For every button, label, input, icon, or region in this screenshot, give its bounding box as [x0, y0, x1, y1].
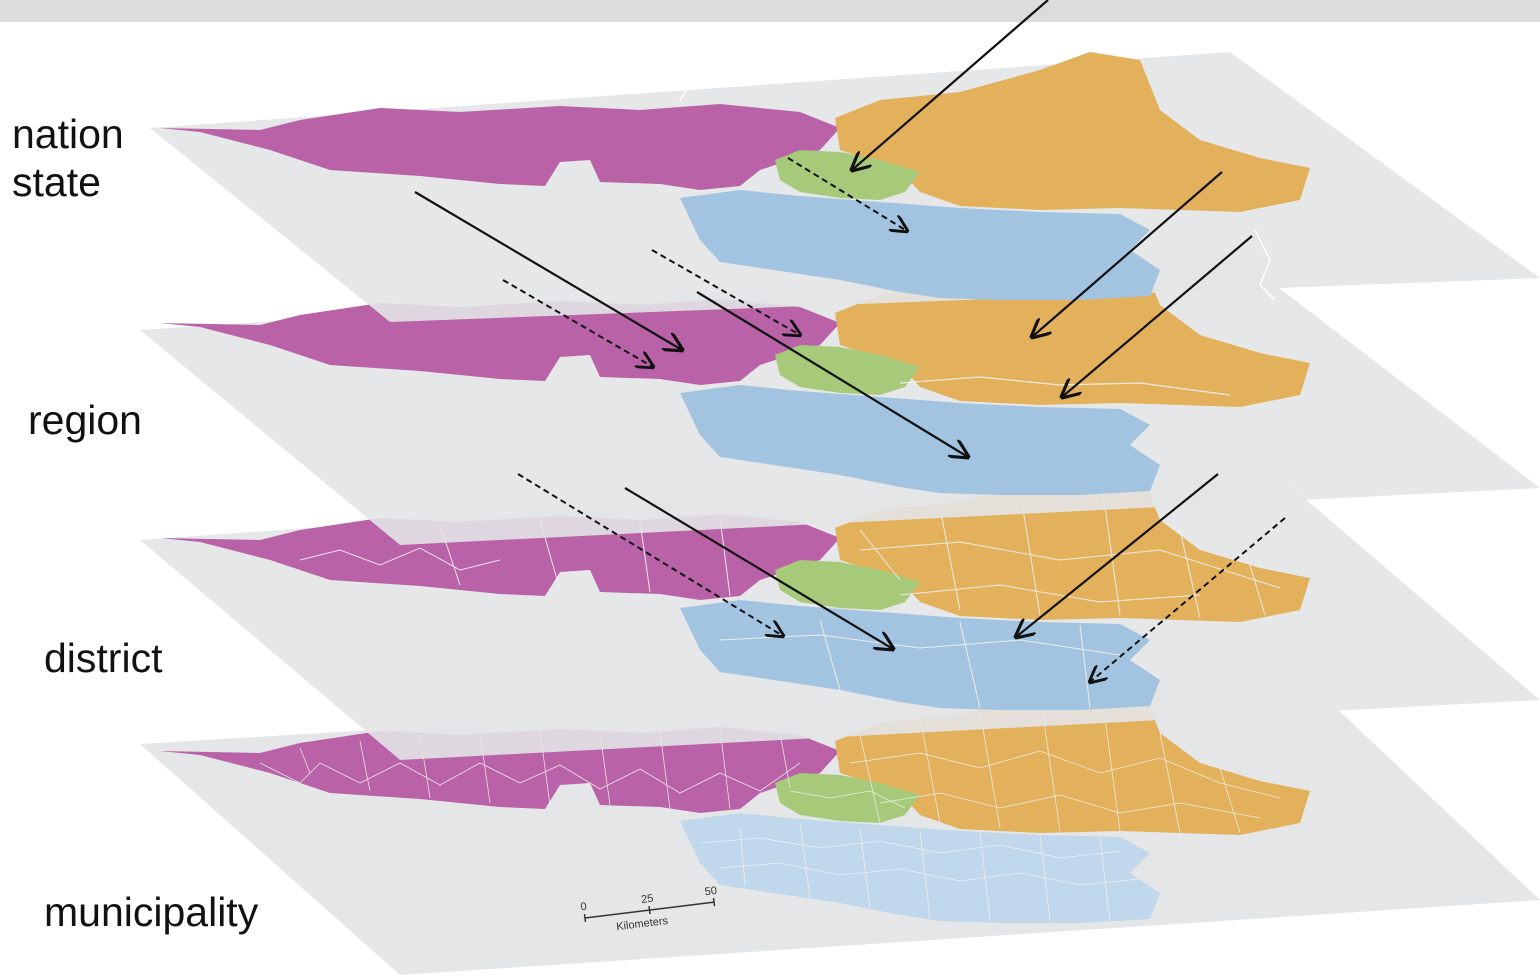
district-boundaries	[299, 469, 1281, 709]
arrow-dashed	[502, 279, 653, 367]
map-layer-nation-state	[150, 52, 1540, 322]
arrows	[414, 0, 1253, 649]
country-boundaries	[679, 69, 1521, 301]
scale-tick-25: 25	[640, 893, 654, 906]
arrow-dashed	[651, 249, 800, 335]
arrow-dashed	[787, 157, 907, 231]
municipal-boundaries	[259, 680, 1281, 922]
arrow-solid	[414, 191, 682, 350]
layer-label-region: region	[28, 397, 142, 443]
arrow-solid	[1016, 473, 1219, 637]
arrow-solid	[624, 487, 893, 649]
top-bar	[0, 0, 1540, 22]
scale-tick-50: 50	[704, 885, 718, 898]
layer-label-municipality: municipality	[44, 889, 259, 935]
scale-tick-0: 0	[580, 901, 588, 914]
arrow-solid	[852, 0, 1049, 170]
arrow-solid	[696, 291, 968, 457]
arrow-dashed	[517, 473, 783, 636]
arrow-dashed	[1090, 517, 1286, 682]
arrow-solid	[1062, 235, 1253, 397]
layer-label-district: district	[44, 635, 163, 681]
layer-label-nation-state: nation state	[12, 111, 124, 205]
arrow-solid	[1032, 171, 1223, 337]
arrows-dashed	[502, 157, 1286, 682]
